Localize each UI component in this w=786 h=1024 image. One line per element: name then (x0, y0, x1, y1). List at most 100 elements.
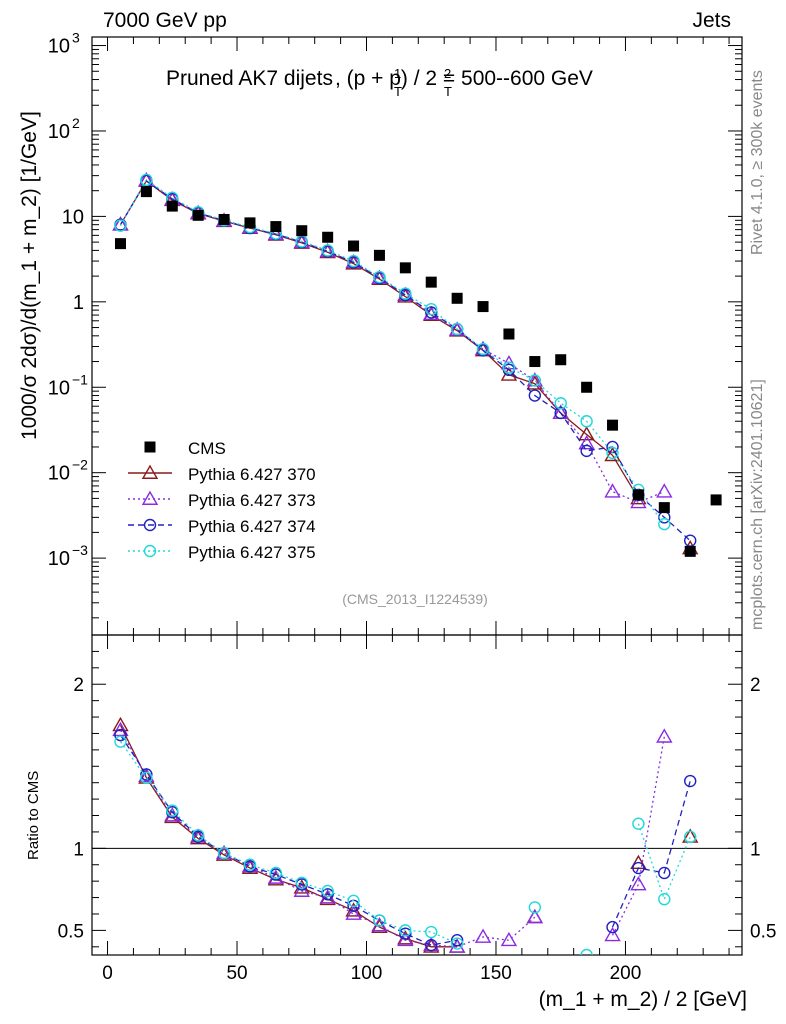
series-ratio-point-4 (166, 804, 179, 817)
main-plot-marks (112, 171, 722, 557)
cms-point (399, 262, 411, 274)
cms-point (425, 276, 437, 288)
series-ratio-point-4 (399, 924, 412, 937)
series-point-4 (476, 342, 490, 356)
series-ratio-point-3 (450, 934, 464, 947)
series-point-4 (658, 517, 671, 531)
series-point-4 (606, 446, 619, 460)
legend-label-cms: CMS (188, 439, 226, 458)
series-point-3 (580, 444, 593, 458)
series-ratio-point-3 (321, 888, 334, 901)
series-ratio-point-2 (604, 926, 621, 942)
legend: CMS Pythia 6.427 370 Pythia 6.427 373 Pythi… (128, 439, 316, 562)
series-ratio-point-4 (295, 876, 308, 889)
series-ratio-point-2 (397, 931, 414, 947)
y-tick-label-main: 10 (48, 377, 70, 399)
series-point-2 (604, 483, 621, 498)
cms-point (270, 221, 282, 233)
series-ratio-point-4 (217, 847, 231, 860)
series-ratio-point-4 (269, 866, 283, 880)
series-ratio-point-4 (191, 829, 205, 842)
x-tick-label: 200 (610, 963, 642, 984)
y-tick-label-exp: −1 (72, 371, 88, 387)
cms-point (348, 240, 360, 252)
y-tick-label-main: 10 (48, 36, 70, 58)
cms-point (477, 301, 489, 313)
series-ratio-point-4 (373, 914, 386, 927)
chart-title-math: , (p + p) / 2 = 500--600 GeV (335, 67, 593, 90)
series-ratio-point-4 (632, 817, 645, 830)
cms-point (373, 249, 385, 261)
series-ratio-point-4 (347, 894, 360, 908)
series-point-4 (502, 361, 516, 374)
series-point-4 (114, 219, 127, 232)
legend-marker-2 (141, 490, 159, 505)
series-point-1 (578, 426, 595, 441)
legend-marker-3 (143, 518, 157, 532)
y-tick-label-ratio-right: 1 (750, 839, 761, 860)
series-point-4 (425, 302, 438, 316)
series-ratio-point-1 (526, 908, 544, 924)
series-point-2 (656, 483, 673, 498)
legend-label-2: Pythia 6.427 373 (188, 491, 316, 510)
ratio-panel-frame (91, 634, 743, 956)
series-ratio-point-1 (371, 918, 388, 934)
header-right: Jets (692, 9, 731, 32)
y-axis-label-ratio: Ratio to CMS (25, 771, 42, 860)
cms-point (322, 231, 334, 243)
series-ratio-point-4 (425, 925, 438, 939)
data-marks (112, 171, 722, 955)
cms-point (140, 186, 152, 198)
cms-point (632, 489, 644, 501)
cms-point (503, 328, 515, 340)
cms-point (658, 502, 670, 514)
x-tick-label: 150 (480, 963, 512, 984)
y-tick-label-exp: −2 (72, 457, 88, 473)
series-ratio-point-4 (243, 858, 257, 871)
y-tick-label-main: 10 (48, 121, 70, 143)
cms-point (684, 545, 696, 557)
series-point-2 (630, 493, 647, 509)
legend-marker-4 (143, 544, 157, 558)
series-ratio-point-3 (658, 866, 671, 880)
series-ratio-point-2 (500, 931, 518, 947)
series-ratio-point-2 (526, 908, 544, 924)
series-point-4 (347, 254, 360, 268)
series-point-4 (450, 322, 464, 336)
cms-point (451, 292, 463, 304)
series-point-4 (321, 244, 334, 257)
legend-marker-cms (144, 441, 156, 453)
series-point-1 (526, 375, 544, 390)
chart-title-main: Pruned AK7 dijets (166, 67, 333, 90)
series-ratio-point-4 (528, 901, 542, 914)
side-label-top: Rivet 4.1.0, ≥ 300k events (749, 70, 766, 255)
series-ratio-point-2 (630, 876, 647, 891)
series-line-3 (119, 180, 691, 542)
series-ratio-point-4 (580, 948, 593, 955)
y-tick-label-exp: 3 (72, 30, 80, 46)
series-ratio-point-4 (658, 893, 671, 906)
series-ratio-point-2 (474, 928, 492, 943)
x-tick-label: 50 (226, 963, 247, 984)
cms-point (529, 356, 541, 368)
y-tick-label-exp: −3 (72, 542, 88, 558)
series-ratio-point-3 (632, 861, 645, 875)
series-ratio-point-1 (215, 846, 233, 861)
header-left: 7000 GeV pp (103, 9, 227, 32)
x-axis-label: (m_1 + m_2) / 2 [GeV] (539, 988, 747, 1011)
y-tick-label-main: 10 (48, 548, 70, 570)
y-tick-label-ratio: 2 (73, 675, 84, 696)
series-point-3 (554, 406, 567, 420)
cms-point (114, 238, 126, 250)
series-ratio-point-4 (321, 884, 334, 898)
y-axis-label-main: 1000/σ 2dσ)/d(m_1 + m_2) [1/GeV] (18, 111, 41, 440)
y-tick-label-main: 1 (73, 292, 84, 314)
series-point-4 (399, 287, 412, 300)
series-point-4 (373, 270, 386, 284)
series-ratio-point-2 (656, 728, 673, 743)
cms-point (296, 225, 308, 237)
legend-label-1: Pythia 6.427 370 (188, 465, 316, 484)
y-tick-label-ratio: 0.5 (58, 921, 84, 942)
